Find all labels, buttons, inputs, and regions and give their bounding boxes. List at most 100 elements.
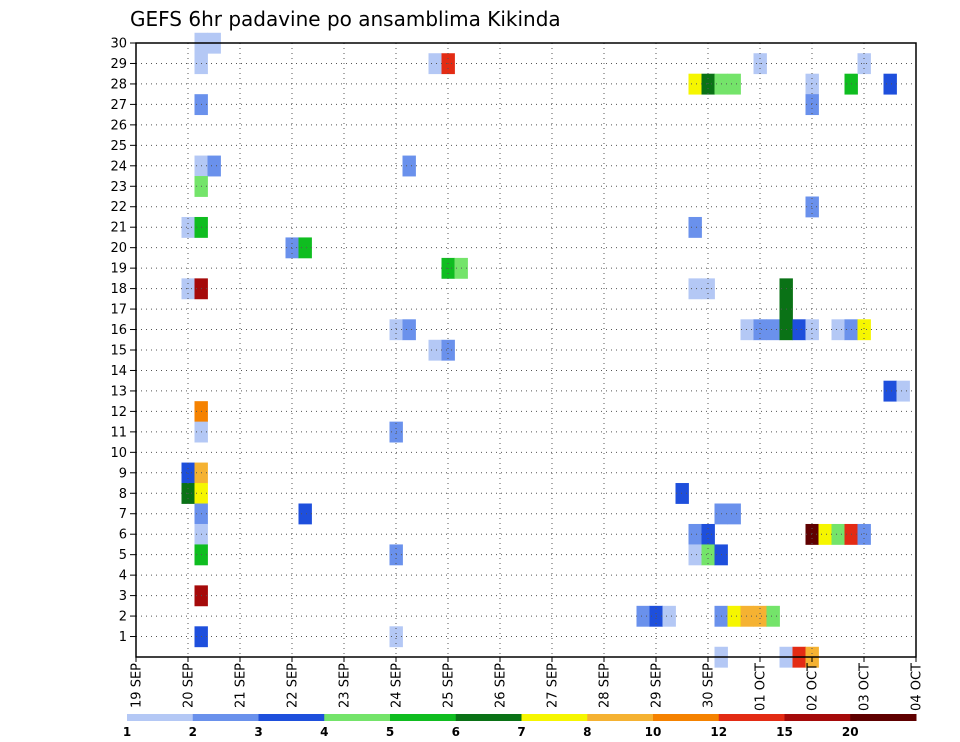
x-tick-label: 19 SEP (130, 663, 145, 708)
y-tick-label: 19 (110, 262, 127, 277)
colorbar-label: 15 (776, 725, 793, 739)
colorbar-label: 4 (320, 725, 328, 739)
y-tick-label: 22 (110, 200, 127, 215)
colorbar-label: 12 (710, 725, 727, 739)
heatmap-cell (883, 73, 897, 95)
colorbar-label: 5 (386, 725, 394, 739)
x-tick-label: 29 SEP (650, 663, 665, 708)
colorbar-segment (784, 714, 851, 721)
heatmap-cell (896, 380, 910, 402)
heatmap-cell (753, 319, 767, 341)
y-tick-label: 15 (110, 344, 127, 359)
heatmap-cell (402, 319, 416, 341)
heatmap-cell (402, 155, 416, 177)
colorbar-label: 1 (123, 725, 131, 739)
x-tick-label: 04 OCT (910, 663, 925, 711)
colorbar-segment (127, 714, 194, 721)
y-tick-label: 8 (119, 487, 127, 502)
y-tick-label: 21 (110, 221, 127, 236)
x-tick-label: 20 SEP (182, 663, 197, 708)
x-axis-ticks: 19 SEP 20 SEP 21 SEP 22 SEP 23 SEP 24 SEP 25 S… (130, 657, 925, 711)
y-tick-label: 29 (110, 57, 127, 72)
colorbar-segment (718, 714, 785, 721)
colorbar-label: 10 (645, 725, 662, 739)
y-tick-label: 10 (110, 446, 127, 461)
y-tick-label: 20 (110, 241, 127, 256)
colorbar-label: 8 (583, 725, 591, 739)
heatmap-cell (805, 73, 819, 95)
x-tick-label: 24 SEP (390, 663, 405, 708)
y-tick-label: 26 (110, 118, 127, 133)
heatmap-cell (181, 216, 195, 238)
colorbar-label: 20 (842, 725, 859, 739)
heatmap-cell (831, 319, 845, 341)
heatmap-cell (298, 503, 312, 525)
y-tick-label: 12 (110, 405, 127, 420)
colorbar-segment (653, 714, 720, 721)
x-tick-label: 01 OCT (754, 663, 769, 711)
heatmap-cell (298, 237, 312, 259)
heatmap-cell (441, 339, 455, 361)
heatmap-cells (181, 32, 910, 668)
colorbar-segment (587, 714, 654, 721)
colorbar-segment (192, 714, 259, 721)
heatmap-cell (207, 155, 221, 177)
y-tick-label: 5 (119, 548, 127, 563)
y-tick-label: 9 (119, 466, 127, 481)
y-tick-label: 6 (119, 528, 127, 543)
colorbar: 1 2 3 4 5 6 7 8 10 12 15 20 (123, 714, 917, 739)
heatmap-cell (805, 196, 819, 218)
x-tick-label: 22 SEP (286, 663, 301, 708)
heatmap-cell (636, 605, 650, 627)
heatmap-cell (688, 216, 702, 238)
heatmap-cell (831, 523, 845, 545)
x-tick-label: 27 SEP (546, 663, 561, 708)
heatmap-cell (701, 523, 715, 545)
y-tick-label: 2 (119, 610, 127, 625)
heatmap-cell (805, 523, 819, 545)
y-tick-label: 14 (110, 364, 127, 379)
colorbar-segment (324, 714, 391, 721)
heatmap-cell (662, 605, 676, 627)
y-tick-label: 24 (110, 159, 127, 174)
grid-lines (136, 42, 916, 657)
heatmap-cell (285, 237, 299, 259)
y-tick-label: 1 (119, 630, 127, 645)
colorbar-segment (521, 714, 588, 721)
heatmap-cell (857, 523, 871, 545)
colorbar-segment (390, 714, 457, 721)
heatmap-cell (740, 319, 754, 341)
y-tick-label: 13 (110, 384, 127, 399)
heatmap-cell (428, 53, 442, 75)
colorbar-label: 2 (189, 725, 197, 739)
chart-title: GEFS 6hr padavine po ansamblima Kikinda (130, 7, 561, 31)
y-tick-label: 18 (110, 282, 127, 297)
x-tick-label: 26 SEP (494, 663, 509, 708)
y-tick-label: 4 (119, 569, 127, 584)
heatmap-cell (792, 319, 806, 341)
heatmap-cell (857, 319, 871, 341)
y-tick-label: 3 (119, 589, 127, 604)
y-tick-label: 27 (110, 98, 127, 113)
y-axis-ticks: 1234567891011121314151617181920212223242… (110, 37, 136, 645)
x-tick-label: 28 SEP (598, 663, 613, 708)
heatmap-cell (740, 605, 754, 627)
x-tick-label: 21 SEP (234, 663, 249, 708)
x-tick-label: 02 OCT (806, 663, 821, 711)
x-tick-label: 03 OCT (858, 663, 873, 711)
heatmap-cell (727, 503, 741, 525)
y-tick-label: 23 (110, 180, 127, 195)
heatmap-cell (701, 73, 715, 95)
colorbar-segment (455, 714, 522, 721)
heatmap-cell (753, 605, 767, 627)
y-tick-label: 25 (110, 139, 127, 154)
heatmap-cell (805, 319, 819, 341)
heatmap-cell (688, 278, 702, 300)
colorbar-segment (258, 714, 325, 721)
heatmap-cell (727, 605, 741, 627)
heatmap-cell (818, 523, 832, 545)
y-tick-label: 7 (119, 507, 127, 522)
y-tick-label: 17 (110, 303, 127, 318)
y-tick-label: 16 (110, 323, 127, 338)
